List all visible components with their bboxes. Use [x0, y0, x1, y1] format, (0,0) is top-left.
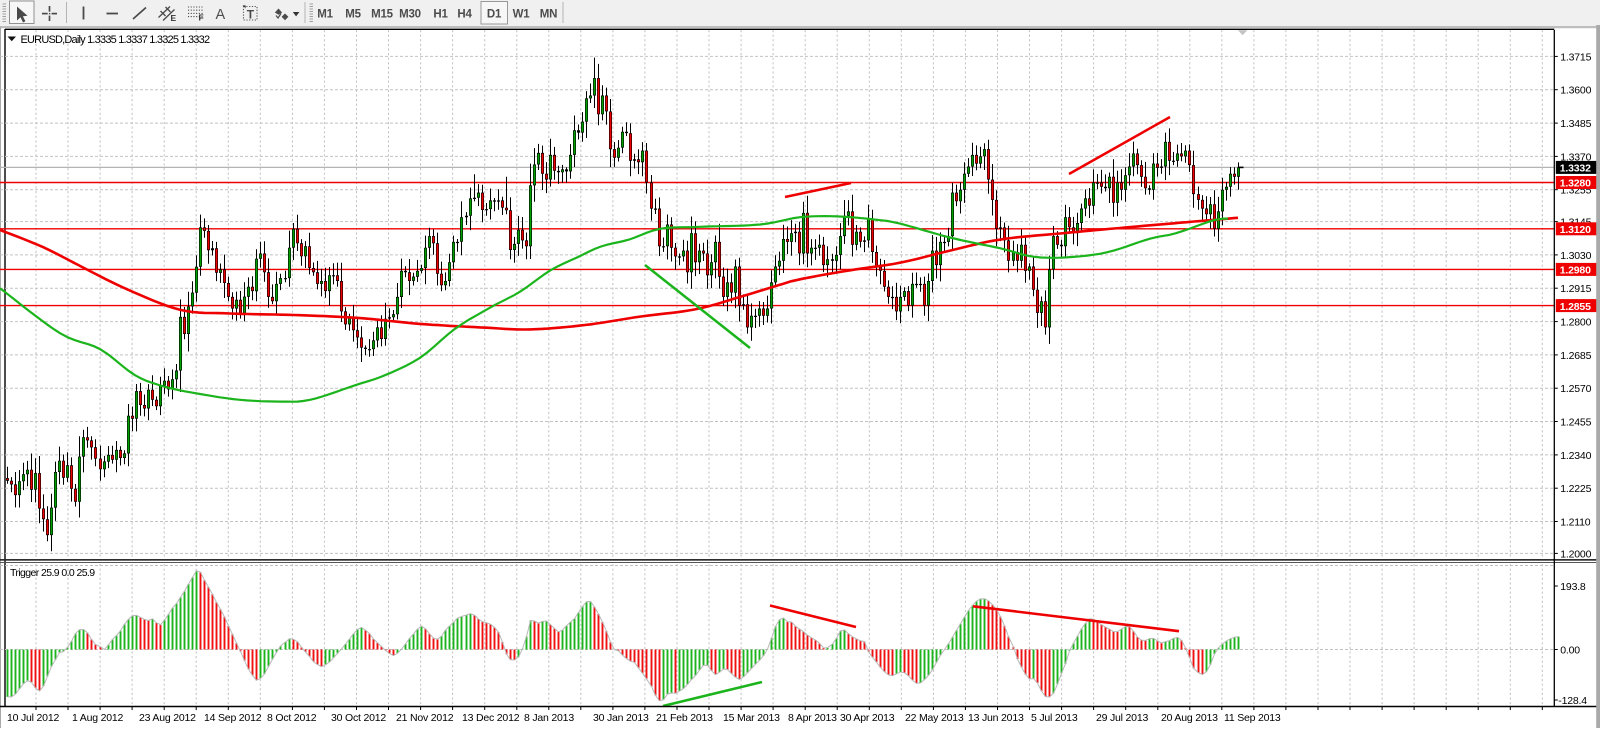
- svg-text:1.3120: 1.3120: [1560, 224, 1591, 236]
- svg-text:1.3280: 1.3280: [1560, 178, 1591, 190]
- svg-text:1.2340: 1.2340: [1560, 450, 1591, 462]
- svg-text:11 Sep 2013: 11 Sep 2013: [1224, 712, 1281, 724]
- svg-text:23 Aug 2012: 23 Aug 2012: [139, 712, 196, 724]
- svg-text:1.3715: 1.3715: [1560, 51, 1591, 63]
- svg-text:1.2855: 1.2855: [1560, 301, 1591, 313]
- svg-text:8 Jan 2013: 8 Jan 2013: [524, 712, 574, 724]
- svg-text:-128.4: -128.4: [1558, 695, 1587, 707]
- svg-text:0.00: 0.00: [1560, 645, 1580, 657]
- svg-text:1.3485: 1.3485: [1560, 118, 1591, 130]
- svg-text:30 Jan 2013: 30 Jan 2013: [593, 712, 649, 724]
- svg-text:1.3600: 1.3600: [1560, 85, 1591, 97]
- svg-text:8 Apr 2013: 8 Apr 2013: [788, 712, 837, 724]
- svg-text:A: A: [216, 7, 226, 23]
- svg-text:M30: M30: [399, 9, 421, 21]
- svg-text:M15: M15: [371, 9, 394, 21]
- svg-text:1.3332: 1.3332: [1560, 163, 1591, 175]
- svg-text:21 Feb 2013: 21 Feb 2013: [656, 712, 713, 724]
- svg-text:14 Sep 2012: 14 Sep 2012: [204, 712, 262, 724]
- svg-text:W1: W1: [513, 9, 531, 21]
- svg-text:H1: H1: [433, 9, 448, 21]
- svg-text:1.2225: 1.2225: [1560, 483, 1591, 495]
- svg-text:1.2000: 1.2000: [1560, 548, 1591, 560]
- svg-text:8 Oct 2012: 8 Oct 2012: [267, 712, 317, 724]
- svg-text:1.2455: 1.2455: [1560, 417, 1591, 429]
- svg-text:5 Jul 2013: 5 Jul 2013: [1031, 712, 1078, 724]
- svg-text:D1: D1: [487, 9, 502, 21]
- svg-text:1.2570: 1.2570: [1560, 383, 1591, 395]
- svg-text:29 Jul 2013: 29 Jul 2013: [1096, 712, 1148, 724]
- svg-text:193.8: 193.8: [1560, 581, 1586, 593]
- svg-text:10 Jul 2012: 10 Jul 2012: [7, 712, 59, 724]
- svg-text:EURUSD,Daily 1.3335 1.3337 1.: EURUSD,Daily 1.3335 1.3337 1.3325 1.3332: [21, 34, 210, 46]
- svg-text:1.3370: 1.3370: [1560, 151, 1591, 163]
- svg-text:1.3030: 1.3030: [1560, 250, 1591, 262]
- svg-text:13 Jun 2013: 13 Jun 2013: [968, 712, 1024, 724]
- svg-text:21 Nov 2012: 21 Nov 2012: [396, 712, 454, 724]
- svg-text:MN: MN: [540, 9, 558, 21]
- svg-text:E: E: [171, 13, 177, 23]
- svg-text:1.2685: 1.2685: [1560, 350, 1591, 362]
- svg-text:13 Dec 2012: 13 Dec 2012: [462, 712, 520, 724]
- svg-text:1 Aug 2012: 1 Aug 2012: [72, 712, 123, 724]
- svg-text:30 Apr 2013: 30 Apr 2013: [840, 712, 895, 724]
- svg-text:Trigger 25.9 0.0 25.9: Trigger 25.9 0.0 25.9: [10, 567, 95, 579]
- svg-text:20 Aug 2013: 20 Aug 2013: [1161, 712, 1218, 724]
- svg-text:1.2800: 1.2800: [1560, 317, 1591, 329]
- svg-text:F: F: [199, 13, 204, 23]
- svg-text:1.2915: 1.2915: [1560, 283, 1591, 295]
- svg-text:M1: M1: [317, 9, 333, 21]
- svg-text:1.2980: 1.2980: [1560, 265, 1591, 277]
- svg-text:H4: H4: [457, 9, 472, 21]
- svg-text:15 Mar 2013: 15 Mar 2013: [723, 712, 780, 724]
- svg-text:22 May 2013: 22 May 2013: [905, 712, 964, 724]
- svg-text:1.2110: 1.2110: [1560, 517, 1590, 529]
- svg-text:30 Oct 2012: 30 Oct 2012: [331, 712, 386, 724]
- svg-text:T: T: [247, 8, 255, 22]
- svg-text:M5: M5: [345, 9, 361, 21]
